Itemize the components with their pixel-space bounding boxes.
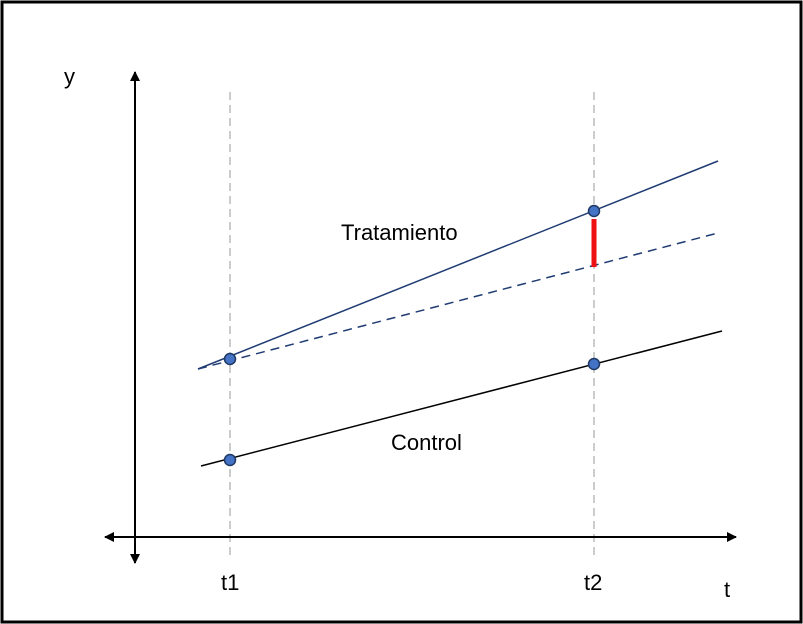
treatment-t1-point (223, 352, 237, 366)
treatment-t2-point (587, 204, 601, 218)
control-label: Control (391, 430, 462, 455)
control-line (200, 330, 723, 467)
x-axis-label: t (724, 577, 730, 602)
t2-tick-label: t2 (584, 570, 602, 595)
treatment-label: Tratamiento (341, 220, 458, 245)
control-t1-point (223, 453, 237, 467)
y-axis-label: y (64, 64, 75, 89)
t1-tick-label: t1 (221, 570, 239, 595)
treatment-line (197, 160, 719, 370)
control-t2-point (587, 357, 601, 371)
